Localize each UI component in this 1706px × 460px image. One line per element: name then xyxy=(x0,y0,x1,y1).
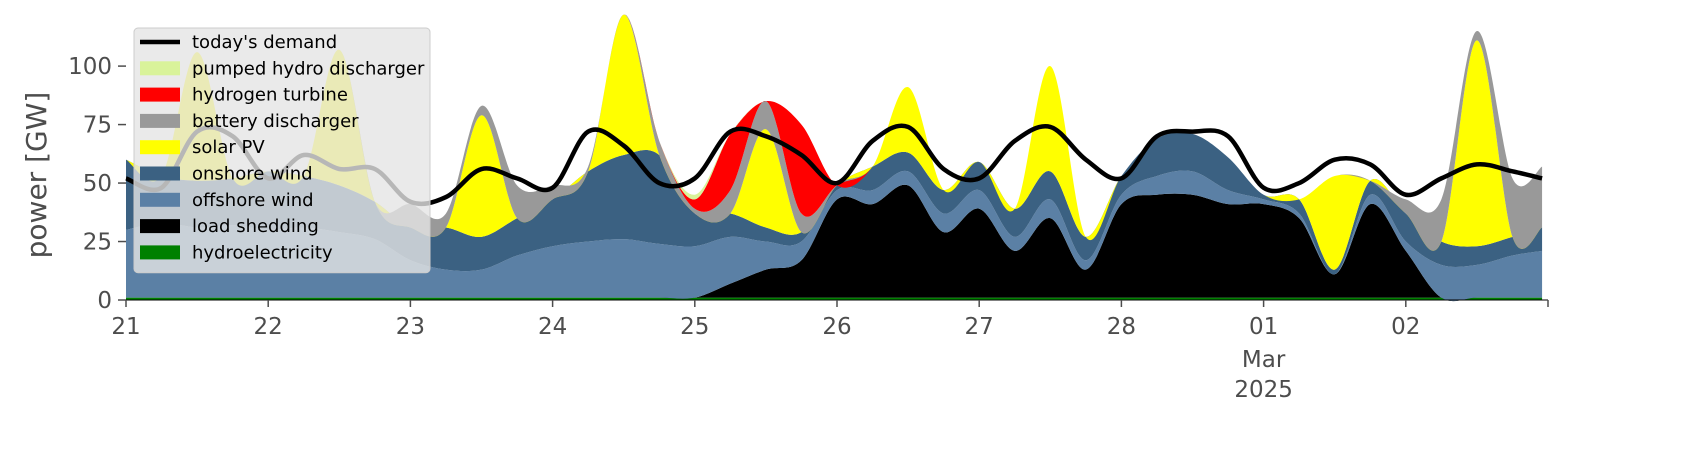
x-tick-label: 22 xyxy=(254,314,283,340)
x-tick-label: 24 xyxy=(538,314,567,340)
legend-label: pumped hydro discharger xyxy=(192,58,425,79)
area-load-shedding xyxy=(126,184,1543,302)
area-onshore-wind xyxy=(126,132,1543,275)
legend-label: today's demand xyxy=(192,32,337,53)
legend-swatch xyxy=(140,166,180,181)
x-tick-label: 21 xyxy=(111,314,140,340)
legend-swatch xyxy=(140,219,180,234)
stacked-areas xyxy=(126,14,1543,302)
legend-label: onshore wind xyxy=(192,164,313,185)
legend-swatch xyxy=(140,61,180,76)
y-tick-label: 25 xyxy=(83,230,112,256)
y-tick-label: 0 xyxy=(97,288,112,314)
legend-swatch xyxy=(140,113,180,128)
y-tick-label: 100 xyxy=(68,54,112,80)
area-hydroelectricity xyxy=(126,297,1543,300)
legend-label: load shedding xyxy=(192,216,319,237)
legend-swatch xyxy=(140,192,180,207)
x-tick-label: 28 xyxy=(1107,314,1136,340)
legend-label: hydroelectricity xyxy=(192,242,333,263)
axes: 0 25 50 75 100 21 22 23 24 25 26 27 28 01 Mar 2025 02 xyxy=(68,54,1549,403)
x-tick-sublabel: 2025 xyxy=(1234,377,1293,403)
x-tick-label: 27 xyxy=(965,314,994,340)
legend-box xyxy=(133,27,431,274)
area-solar-pv xyxy=(126,14,1543,270)
x-tick-label: 25 xyxy=(680,314,709,340)
y-tick-label: 75 xyxy=(83,113,112,139)
legend-swatch xyxy=(140,245,180,260)
legend: today's demand pumped hydro discharger hyd… xyxy=(133,27,431,274)
legend-label: offshore wind xyxy=(192,190,314,211)
legend-swatch xyxy=(140,87,180,102)
x-tick-sublabel: Mar xyxy=(1242,347,1286,373)
legend-swatch xyxy=(140,140,180,155)
x-tick-label: 01 xyxy=(1249,314,1278,340)
legend-label: battery discharger xyxy=(192,111,359,132)
area-offshore-wind xyxy=(126,170,1543,302)
legend-label: hydrogen turbine xyxy=(192,85,348,106)
y-axis-label: power [GW] xyxy=(20,92,53,259)
y-tick-label: 50 xyxy=(83,171,112,197)
x-tick-label: 26 xyxy=(822,314,851,340)
x-tick-label: 02 xyxy=(1391,314,1420,340)
x-tick-label: 23 xyxy=(396,314,425,340)
legend-label: solar PV xyxy=(192,137,265,158)
